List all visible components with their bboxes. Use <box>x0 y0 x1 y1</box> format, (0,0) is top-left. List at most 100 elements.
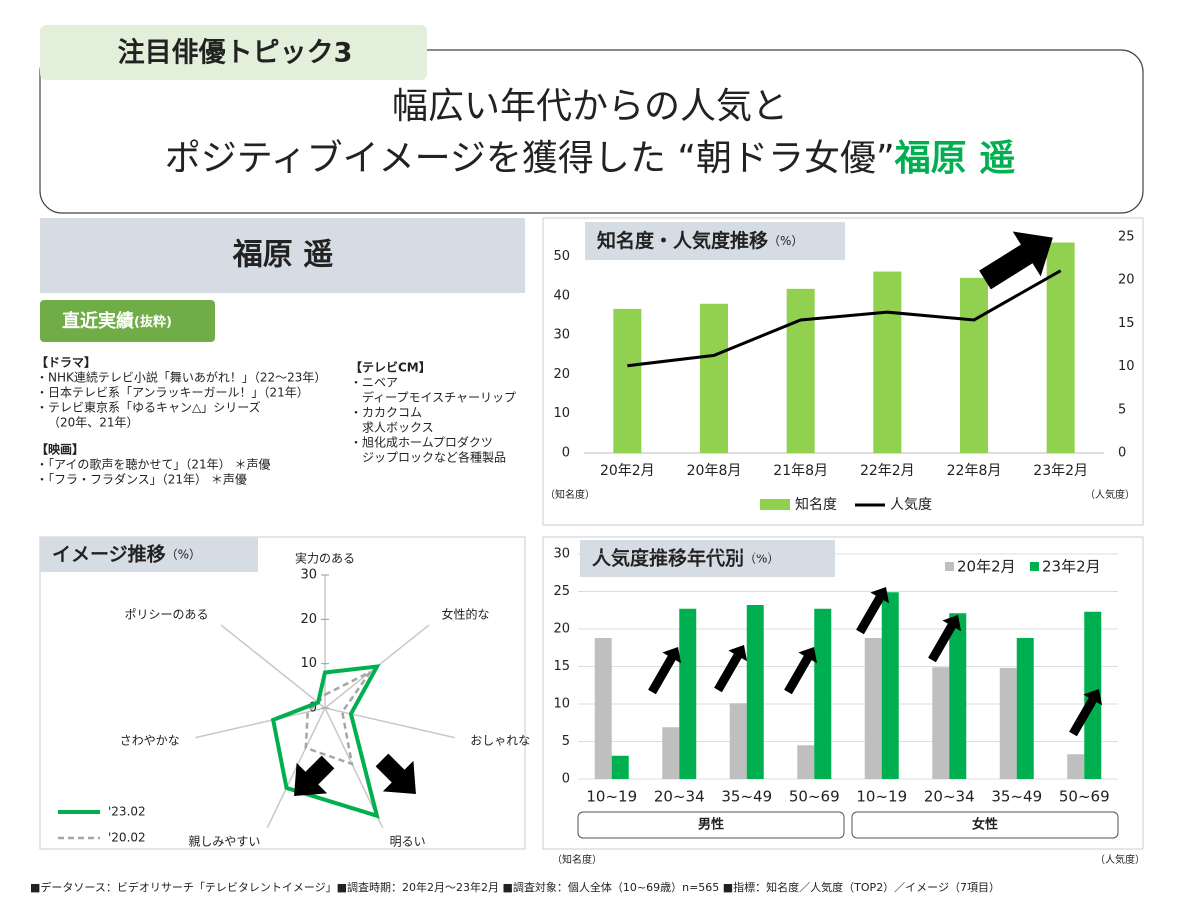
arrow <box>928 614 962 663</box>
title-line: 幅広い年代からの人気と <box>392 86 788 127</box>
section-box <box>40 300 215 342</box>
legend-swatch <box>1030 562 1039 571</box>
bar <box>797 745 815 779</box>
work-line: （20年、21年） <box>48 416 139 430</box>
x-tick-label: 35~49 <box>991 788 1042 806</box>
group-label: 男性 <box>698 817 724 833</box>
x-tick-label: 10~19 <box>586 788 637 806</box>
y2-tick-label: 0 <box>1118 446 1126 461</box>
work-line: 【映画】 <box>36 442 84 457</box>
legend-label: 20年2月 <box>957 558 1016 576</box>
bar <box>786 288 815 453</box>
y-tick-label: 5 <box>562 734 570 749</box>
name: 福原 遥 <box>232 238 333 273</box>
chart-panel <box>39 536 526 850</box>
work-line: 【ドラマ】 <box>36 355 96 370</box>
legend-label: 知名度 <box>795 496 837 513</box>
footer: ■データソース：ビデオリサーチ「テレビタレントイメージ」■調査時期：20年2月～… <box>30 880 1000 894</box>
legend-label: '23.02 <box>108 805 146 819</box>
y2-tick-label: 10 <box>1118 359 1135 374</box>
arrow-shape <box>375 753 416 794</box>
arrow-shape <box>1069 688 1103 737</box>
legend-swatch <box>945 562 954 571</box>
x-tick-label: 50~69 <box>1059 788 1110 806</box>
arrow <box>294 755 335 796</box>
group-box <box>577 811 845 839</box>
bar <box>873 271 902 453</box>
y-tick-label: 30 <box>553 328 570 343</box>
badge: 注目俳優トピック3 <box>118 37 353 69</box>
chart-title-box <box>40 537 258 572</box>
y-tick-label: 40 <box>553 288 570 303</box>
work-line: ・NHK連続テレビ小説「舞いあがれ！」（22～23年） <box>36 370 326 385</box>
axis-label: ポリシーのある <box>124 608 208 622</box>
x-tick-label: 50~69 <box>789 788 840 806</box>
chart-unit: （%） <box>166 547 201 561</box>
x-tick-label: 20年8月 <box>687 463 742 479</box>
arrow-shape <box>784 646 818 695</box>
work-line: ・旭化成ホームプロダクツ <box>350 435 493 450</box>
y-tick-label: 30 <box>553 547 570 562</box>
y-tick-label: 0 <box>562 446 570 461</box>
legend-label: '20.02 <box>108 831 146 845</box>
title-name: 福原 遥 <box>894 138 1016 179</box>
chart-unit: （%） <box>744 551 779 565</box>
chart-panel <box>542 536 1144 850</box>
axis-label: さわやかな <box>120 734 180 748</box>
y2-tick-label: 5 <box>1118 402 1126 417</box>
chart-panel <box>542 217 1144 526</box>
arrow <box>714 644 748 693</box>
bar <box>594 638 612 779</box>
x-tick-label: 20年2月 <box>600 463 655 479</box>
arrow <box>1069 688 1103 737</box>
arrow-shape <box>928 614 962 663</box>
y-axis-label: （知名度） <box>552 853 602 866</box>
legend-label: 23年2月 <box>1042 558 1101 576</box>
work-line: 【テレビCM】 <box>350 360 431 375</box>
x-tick-label: 22年2月 <box>860 463 915 479</box>
y-tick-label: 10 <box>553 406 570 421</box>
bar <box>746 605 764 779</box>
x-tick-label: 21年8月 <box>773 463 828 479</box>
work-line: ディープモイスチャーリップ <box>362 390 516 405</box>
bar <box>814 608 832 779</box>
bar <box>662 727 680 779</box>
bar <box>949 613 967 779</box>
y-tick-label: 50 <box>553 249 570 264</box>
spoke <box>324 707 455 739</box>
title-text: ポジティブイメージを獲得した “朝ドラ女優” <box>165 138 895 179</box>
y2-tick-label: 25 <box>1118 230 1135 245</box>
bar <box>700 303 728 453</box>
arrow-shape <box>648 646 682 695</box>
radar-line <box>270 664 381 819</box>
y-tick-label: 20 <box>553 622 570 637</box>
legend-swatch <box>760 499 790 510</box>
arrow-shape <box>979 231 1053 290</box>
arrow-shape <box>294 755 335 796</box>
y2-axis-label: （人気度） <box>1085 488 1135 501</box>
group-box <box>851 811 1119 839</box>
chart-title-box <box>580 540 835 577</box>
y2-tick-label: 20 <box>1118 273 1135 288</box>
arrow <box>648 646 682 695</box>
arrow-shape <box>714 644 748 693</box>
bar <box>864 638 882 779</box>
arrow <box>979 231 1053 290</box>
bar <box>932 667 950 779</box>
x-tick-label: 22年8月 <box>947 463 1002 479</box>
group-label: 女性 <box>972 817 998 833</box>
x-tick-label: 35~49 <box>721 788 772 806</box>
bar <box>679 608 697 779</box>
y2-axis-label: （人気度） <box>1095 853 1145 866</box>
y-tick-label: 15 <box>553 659 570 674</box>
chart-title-text: 人気度推移年代別 <box>592 546 744 569</box>
y-tick-label: 10 <box>553 697 570 712</box>
section-note: (抜粋) <box>134 314 172 330</box>
arrow-shape <box>856 586 890 635</box>
bar <box>611 755 629 779</box>
axis-label: 明るい <box>390 835 426 849</box>
work-line: ジップロックなど各種製品 <box>362 450 506 465</box>
bar <box>999 668 1017 779</box>
bar <box>613 308 642 453</box>
badge-box <box>40 25 427 80</box>
